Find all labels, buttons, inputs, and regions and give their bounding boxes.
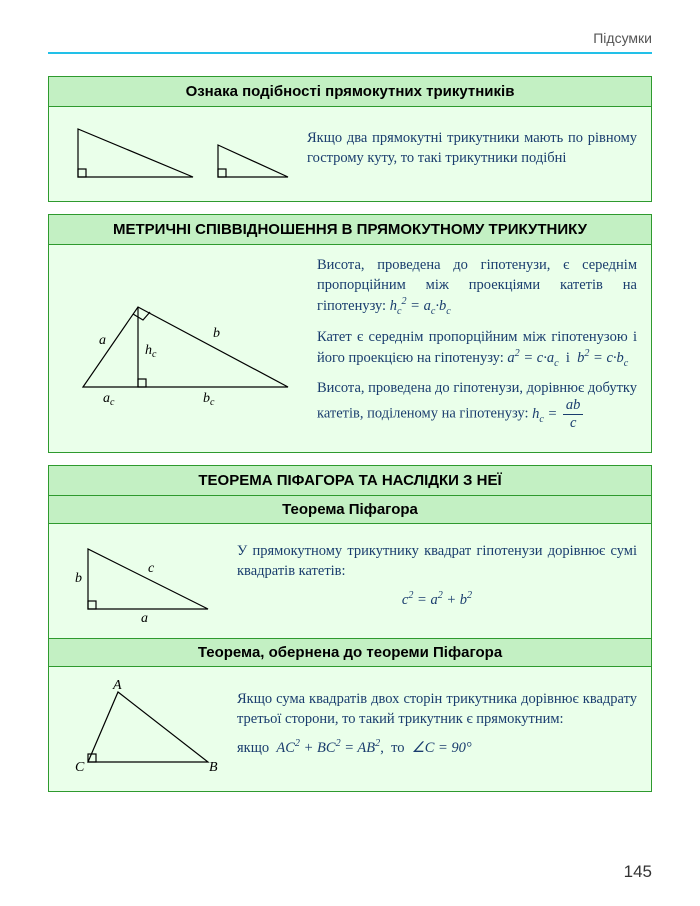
svg-text:A: A xyxy=(112,678,122,693)
panel2-text: Висота, проведена до гіпотенузи, є серед… xyxy=(317,255,637,438)
panel3-sub2: Теорема, обернена до теореми Піфагора xyxy=(49,638,651,667)
section-label: Підсумки xyxy=(48,30,652,46)
panel1-body: Якщо два прямокутні трикутники мають по … xyxy=(49,107,651,201)
page-number: 145 xyxy=(624,862,652,882)
svg-text:B: B xyxy=(209,760,218,775)
svg-text:c: c xyxy=(148,561,155,576)
panel3-body1: b c a У прямокутному трикутнику квадрат … xyxy=(49,524,651,638)
panel-similarity: Ознака подібності прямокутних трикутникі… xyxy=(48,76,652,202)
svg-text:b: b xyxy=(213,326,220,341)
svg-text:ac: ac xyxy=(103,391,115,408)
svg-text:b: b xyxy=(75,571,82,586)
panel2-diagram: a b hc ac bc xyxy=(63,282,303,412)
panel3-body2: A B C Якщо сума квадратів двох сторін тр… xyxy=(49,667,651,791)
panel2-title: МЕТРИЧНІ СПІВВІДНОШЕННЯ В ПРЯМОКУТНОМУ Т… xyxy=(49,215,651,245)
panel1-text: Якщо два прямокутні трикутники мають по … xyxy=(307,128,637,176)
panel2-body: a b hc ac bc Висота, проведена до гіпоте… xyxy=(49,245,651,452)
panel1-diagram xyxy=(63,117,293,187)
svg-text:bc: bc xyxy=(203,391,215,408)
panel3-title: ТЕОРЕМА ПІФАГОРА ТА НАСЛІДКИ З НЕЇ xyxy=(49,466,651,496)
svg-text:a: a xyxy=(141,611,148,624)
svg-text:a: a xyxy=(99,333,106,348)
svg-text:C: C xyxy=(75,760,85,775)
header-rule xyxy=(48,52,652,54)
panel3-sub1: Теорема Піфагора xyxy=(49,496,651,524)
panel1-title: Ознака подібності прямокутних трикутникі… xyxy=(49,77,651,107)
panel3-text2: Якщо сума квадратів двох сторін трикутни… xyxy=(237,689,637,766)
panel-pythagoras: ТЕОРЕМА ПІФАГОРА ТА НАСЛІДКИ З НЕЇ Теоре… xyxy=(48,465,652,792)
svg-text:hc: hc xyxy=(145,343,157,360)
panel3-diagram2: A B C xyxy=(63,677,223,777)
panel3-text1: У прямокутному трикутнику квадрат гіпоте… xyxy=(237,541,637,618)
panel3-diagram1: b c a xyxy=(63,534,223,624)
panel-metric: МЕТРИЧНІ СПІВВІДНОШЕННЯ В ПРЯМОКУТНОМУ Т… xyxy=(48,214,652,453)
